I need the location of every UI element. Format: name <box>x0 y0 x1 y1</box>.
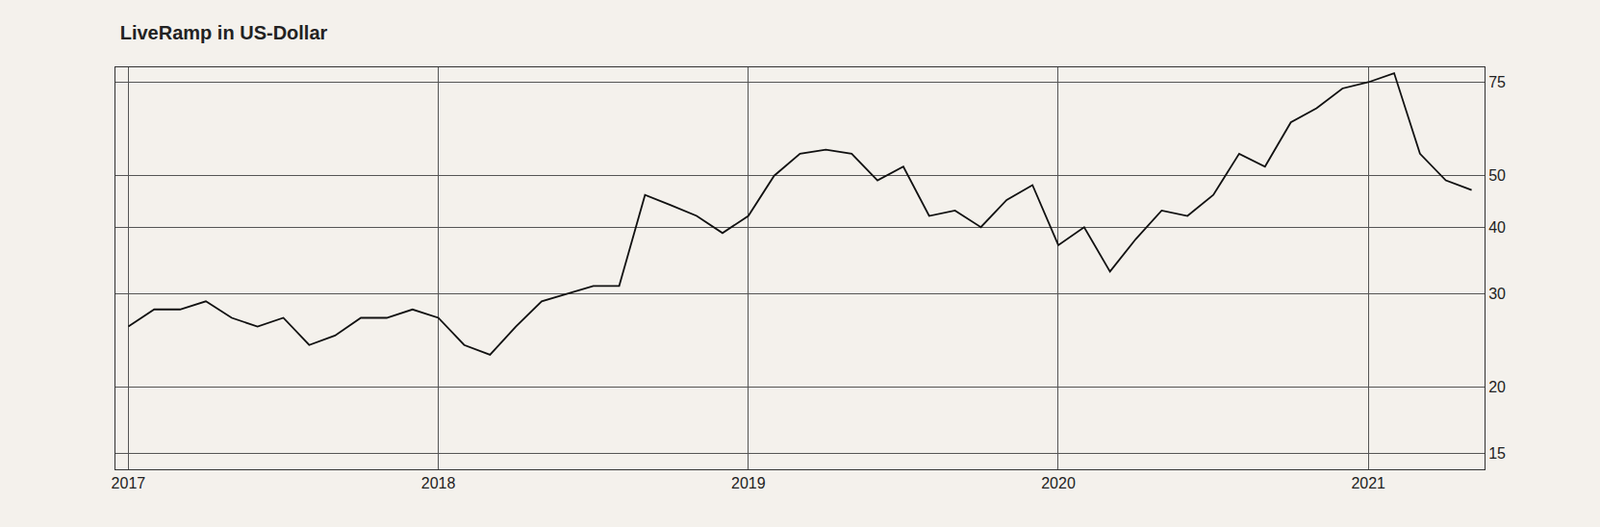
svg-text:2017: 2017 <box>111 475 147 492</box>
svg-text:2018: 2018 <box>421 475 457 492</box>
svg-text:75: 75 <box>1488 74 1506 91</box>
svg-text:40: 40 <box>1488 219 1506 236</box>
svg-text:30: 30 <box>1488 285 1506 303</box>
svg-text:2019: 2019 <box>731 475 766 492</box>
svg-text:50: 50 <box>1488 167 1506 184</box>
svg-text:LiveRamp in US-Dollar: LiveRamp in US-Dollar <box>120 22 329 44</box>
svg-text:20: 20 <box>1488 379 1506 396</box>
svg-text:15: 15 <box>1488 445 1506 462</box>
svg-text:2020: 2020 <box>1041 475 1076 492</box>
svg-text:2021: 2021 <box>1350 475 1386 492</box>
